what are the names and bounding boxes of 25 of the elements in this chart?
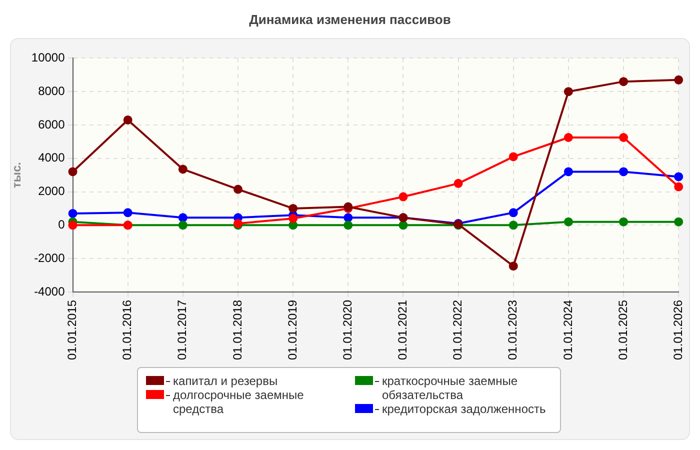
- y-tick-label: 0: [58, 217, 66, 232]
- x-tick-label: 01.01.2026: [670, 300, 685, 360]
- x-tick-label: 01.01.2022: [450, 300, 465, 360]
- x-tick-label: 01.01.2020: [340, 300, 354, 360]
- legend-label: кредиторская задолженность: [382, 402, 546, 416]
- y-tick-label: -2000: [34, 250, 66, 265]
- y-tick-label: -4000: [34, 284, 66, 298]
- x-tick-label: 01.01.2024: [560, 300, 575, 360]
- chart-title: Динамика изменения пассивов: [248, 12, 452, 27]
- y-tick-label: 2000: [38, 184, 66, 198]
- x-tick-label: 01.01.2018: [230, 300, 244, 360]
- y-tick-label: 8000: [38, 84, 66, 98]
- y-tick-label: 4000: [38, 150, 66, 165]
- x-tick-label: 01.01.2016: [120, 300, 134, 360]
- x-tick-label: 01.01.2025: [616, 300, 630, 360]
- legend-label: долгосрочные заемные средства: [173, 388, 305, 416]
- x-tick-label: 01.01.2023: [506, 300, 520, 360]
- y-tick-label: 6000: [38, 117, 66, 132]
- x-tick-label: 01.01.2019: [285, 300, 300, 360]
- y-axis-title: тыс.: [10, 162, 24, 188]
- legend-label: капитал и резервы: [173, 374, 278, 388]
- x-tick-label: 01.01.2021: [396, 300, 410, 360]
- x-tick-label: 01.01.2015: [65, 300, 80, 360]
- y-tick-label: 10000: [31, 50, 66, 65]
- x-tick-label: 01.01.2017: [175, 300, 190, 360]
